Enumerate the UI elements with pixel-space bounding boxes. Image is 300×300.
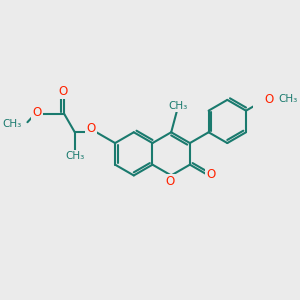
Text: CH₃: CH₃ [279, 94, 298, 104]
Text: O: O [265, 93, 274, 106]
Text: O: O [32, 106, 42, 118]
Text: O: O [58, 85, 68, 98]
Text: O: O [166, 175, 175, 188]
Text: O: O [86, 122, 96, 135]
Text: CH₃: CH₃ [65, 151, 84, 161]
Text: CH₃: CH₃ [2, 119, 21, 129]
Text: O: O [207, 168, 216, 181]
Text: CH₃: CH₃ [168, 101, 187, 111]
